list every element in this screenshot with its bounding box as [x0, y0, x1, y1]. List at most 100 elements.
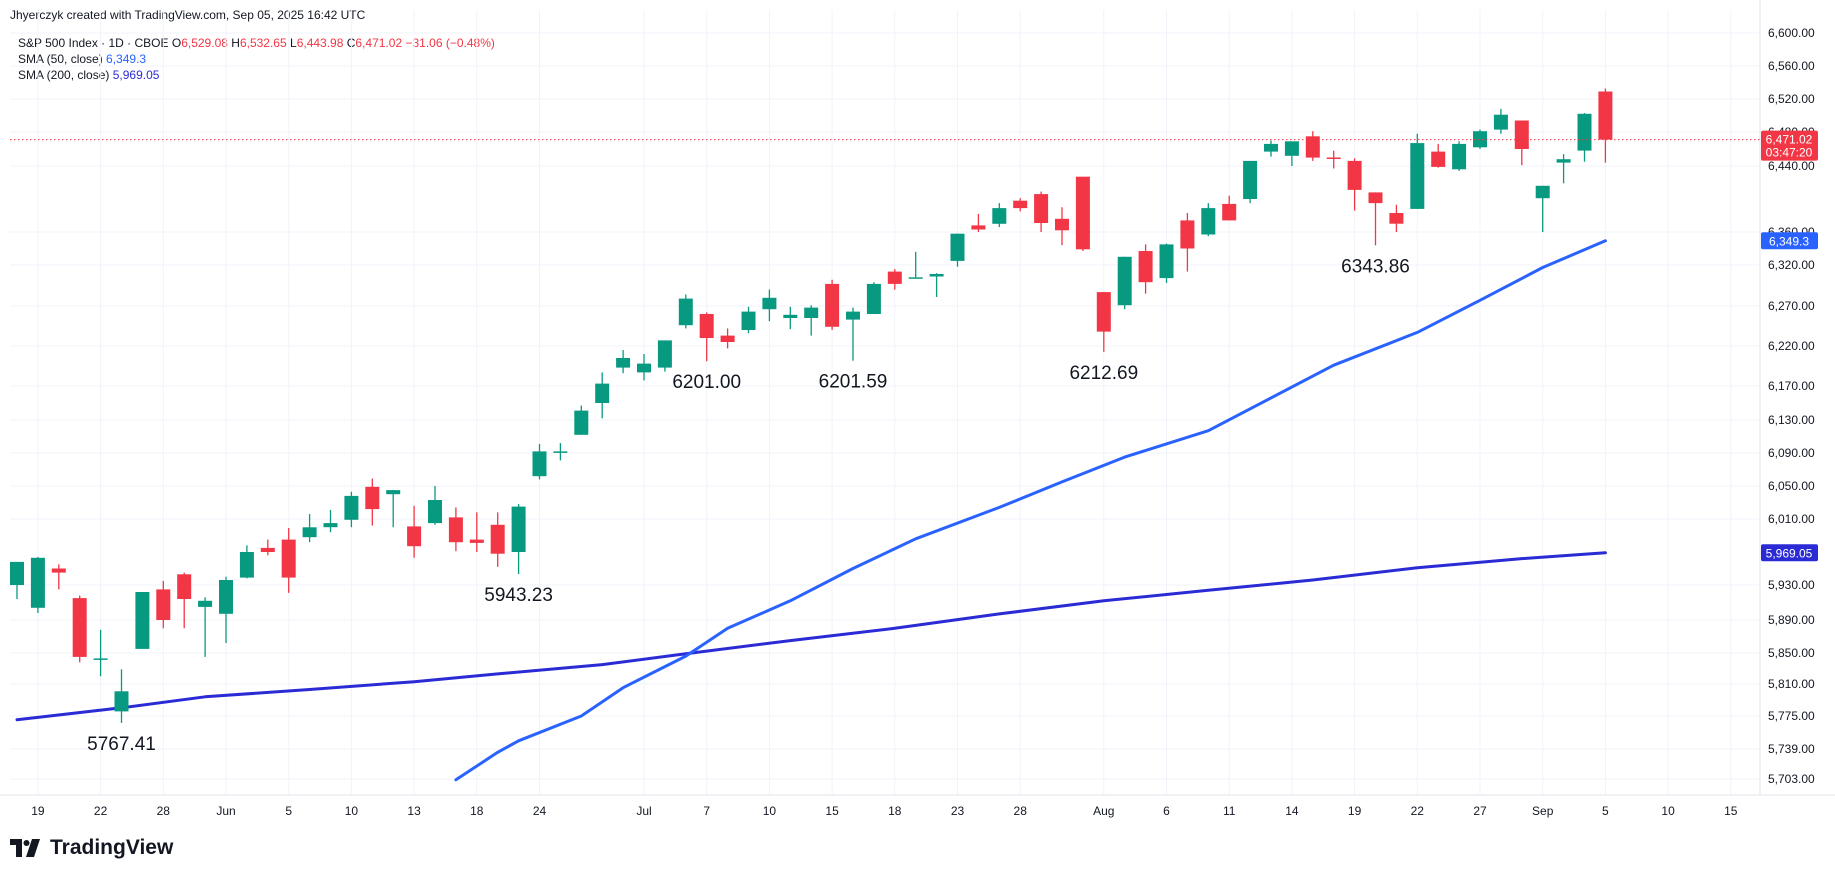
- legend-sma50-row[interactable]: SMA (50, close) 6,349.3: [18, 51, 495, 67]
- legend-sma200-row[interactable]: SMA (200, close) 5,969.05: [18, 67, 495, 83]
- candle[interactable]: [1598, 88, 1613, 163]
- candle[interactable]: [1034, 191, 1049, 232]
- legend-ohlc-row[interactable]: S&P 500 Index · 1D · CBOE O6,529.08 H6,5…: [18, 35, 495, 51]
- candle[interactable]: [804, 305, 819, 336]
- candle[interactable]: [135, 592, 150, 649]
- candle[interactable]: [428, 486, 442, 525]
- candle[interactable]: [51, 564, 66, 590]
- candle[interactable]: [1347, 158, 1362, 211]
- candle[interactable]: [114, 669, 129, 723]
- candle[interactable]: [1305, 131, 1320, 161]
- annotations-layer: 5767.41 5943.23 6201.00 6201.59 6212.69 6343.…: [87, 256, 1410, 755]
- candle[interactable]: [407, 505, 422, 558]
- candle[interactable]: [386, 490, 401, 528]
- candle[interactable]: [72, 595, 87, 663]
- candle[interactable]: [281, 528, 296, 593]
- candle-body: [1452, 143, 1467, 170]
- sma200-badge[interactable]: 5,969.05: [1761, 544, 1818, 562]
- time-tick-label: 14: [1285, 804, 1299, 818]
- candle[interactable]: [1013, 198, 1028, 212]
- time-tick-label: Jul: [636, 804, 651, 818]
- candle[interactable]: [678, 294, 693, 329]
- candle[interactable]: [971, 213, 986, 232]
- candle[interactable]: [1473, 129, 1487, 149]
- candle[interactable]: [1389, 204, 1404, 232]
- candle[interactable]: [846, 307, 860, 361]
- candle[interactable]: [10, 561, 24, 599]
- candle[interactable]: [260, 539, 275, 556]
- candle[interactable]: [825, 279, 840, 330]
- tradingview-logo[interactable]: TradingView: [10, 836, 173, 860]
- candle[interactable]: [1075, 176, 1090, 251]
- candle[interactable]: [1159, 243, 1174, 284]
- candle[interactable]: [30, 556, 45, 613]
- candle-body: [553, 451, 568, 453]
- candle[interactable]: [908, 251, 923, 279]
- candle[interactable]: [950, 233, 965, 267]
- candle-body: [239, 552, 254, 578]
- candle[interactable]: [1180, 213, 1195, 272]
- candle[interactable]: [1452, 141, 1467, 171]
- sma50-badge[interactable]: 6,349.3: [1761, 232, 1818, 250]
- candle[interactable]: [490, 512, 505, 567]
- price-chart[interactable]: 5767.41 5943.23 6201.00 6201.59 6212.69 6343.…: [0, 0, 1835, 830]
- candle[interactable]: [1201, 203, 1216, 237]
- candle[interactable]: [469, 512, 484, 552]
- candle[interactable]: [553, 443, 568, 461]
- candle[interactable]: [344, 491, 359, 528]
- candle[interactable]: [1514, 120, 1529, 166]
- candle[interactable]: [992, 203, 1007, 228]
- candle-body: [1493, 114, 1508, 130]
- legend-low-label: L: [290, 36, 297, 50]
- candle[interactable]: [1284, 141, 1299, 166]
- candle[interactable]: [1117, 256, 1132, 310]
- candle[interactable]: [365, 478, 380, 526]
- candle[interactable]: [219, 576, 233, 644]
- candle[interactable]: [637, 354, 651, 381]
- price-tick-label: 5,810.00: [1768, 677, 1815, 691]
- candle[interactable]: [156, 580, 171, 629]
- candle[interactable]: [720, 328, 735, 349]
- candle-body: [804, 307, 819, 318]
- candle[interactable]: [511, 504, 526, 575]
- candle[interactable]: [657, 340, 672, 372]
- candle[interactable]: [1138, 244, 1153, 294]
- candle[interactable]: [1222, 195, 1237, 221]
- price-tick-label: 6,010.00: [1768, 512, 1815, 526]
- candle[interactable]: [302, 514, 317, 543]
- candle-body: [657, 340, 672, 368]
- candle[interactable]: [532, 443, 547, 480]
- candle[interactable]: [1535, 185, 1550, 232]
- candle[interactable]: [1096, 292, 1111, 352]
- candle[interactable]: [198, 597, 213, 657]
- candle[interactable]: [323, 509, 338, 533]
- candle[interactable]: [239, 545, 254, 579]
- candle[interactable]: [699, 312, 714, 362]
- candle[interactable]: [448, 507, 463, 552]
- candle-body: [511, 506, 526, 552]
- candle[interactable]: [93, 629, 108, 677]
- candle[interactable]: [616, 350, 631, 374]
- candle[interactable]: [595, 372, 610, 419]
- candle[interactable]: [177, 572, 192, 629]
- candle[interactable]: [783, 306, 798, 330]
- candle[interactable]: [1431, 143, 1446, 168]
- candle[interactable]: [887, 269, 902, 290]
- candle[interactable]: [866, 282, 881, 314]
- candle[interactable]: [929, 273, 944, 297]
- legend-high-value: 6,532.65: [239, 36, 287, 50]
- candle[interactable]: [1055, 207, 1069, 246]
- candle[interactable]: [1410, 133, 1425, 209]
- candle[interactable]: [1577, 113, 1592, 162]
- candle[interactable]: [762, 289, 777, 322]
- candle[interactable]: [1493, 108, 1508, 134]
- candle[interactable]: [1556, 154, 1571, 184]
- candle[interactable]: [1264, 140, 1278, 157]
- candle[interactable]: [1368, 192, 1383, 246]
- candle[interactable]: [574, 405, 589, 435]
- candle[interactable]: [741, 306, 756, 334]
- candle-body: [929, 274, 944, 277]
- candle[interactable]: [1326, 150, 1341, 169]
- candle[interactable]: [1243, 160, 1258, 204]
